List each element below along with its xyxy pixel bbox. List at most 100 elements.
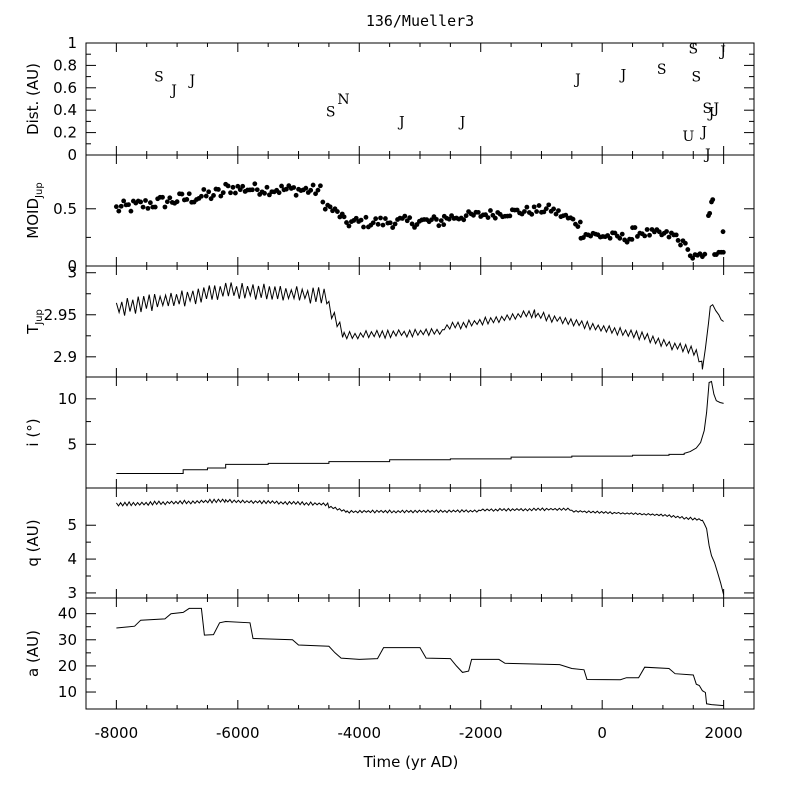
y-axis-title-a: a (AU) [24,630,42,677]
moid-point [276,190,282,196]
moid-point [522,209,527,214]
a-line [116,607,724,707]
x-tick-label: 2000 [705,724,743,742]
x-tick-label: -2000 [459,724,503,742]
moid-point [446,216,452,222]
encounter-label: J [458,114,466,130]
moid-point [218,193,224,199]
moid-point [361,224,366,230]
encounter-label: J [169,83,177,99]
moid-point [116,208,122,214]
moid-point [237,187,243,193]
y-tick-label-q: 3 [67,584,77,602]
moid-point [121,198,127,204]
x-axis: -8000 -6000 -4000 -2000 0 2000 [95,724,743,742]
moid-point [291,185,297,190]
y-axis-title-q: q (AU) [24,519,42,566]
moid-point [174,199,180,205]
moid-point [315,187,321,193]
moid-point [463,213,469,219]
moid-point [682,240,688,246]
moid-point [313,191,318,197]
moid-point [529,211,535,217]
encounter-label: J [718,44,726,60]
moid-point [341,214,347,220]
moid-point [358,217,364,223]
moid-point [553,211,559,217]
moid-point [666,234,672,240]
encounter-label: S [702,101,712,117]
moid-point [235,183,241,189]
encounter-label: S [688,42,698,58]
encounter-label: N [337,92,349,108]
moid-point [320,199,326,205]
encounter-label: J [712,101,720,117]
moid-point [118,203,124,209]
encounter-label: J [397,114,405,130]
y-tick-label-a: 30 [58,631,77,649]
moid-point [642,233,648,239]
y-tick-label-moid: 0.5 [53,200,77,218]
moid-point [632,225,638,230]
y-tick-label-tjup: 2.95 [44,306,77,324]
moid-point [128,208,134,214]
moid-point [475,209,481,215]
moid-point [433,216,439,222]
moid-point [284,186,289,192]
y-tick-label-moid: 0 [67,257,77,275]
moid-point [346,223,352,229]
moid-point [249,187,255,193]
moid-point [353,215,359,221]
moid-point [436,223,442,229]
moid-point [570,216,576,222]
y-axis-title-sub-moid: Jup [34,182,45,199]
moid-point [675,238,681,243]
y-tick-label-a: 20 [58,657,77,675]
moid-point [254,187,260,193]
moid-point [198,193,204,199]
moid-point [702,251,708,257]
moid-point [184,197,190,202]
tjup-line [115,282,724,370]
moid-point [507,213,513,219]
moid-point [327,204,333,210]
moid-point [225,183,231,189]
q-line [115,498,725,595]
y-tick-label-a: 10 [58,683,77,701]
moid-point [164,199,170,205]
moid-point [215,187,221,192]
y-axis-title-sub-tjup: Jup [34,309,45,326]
moid-point [138,199,144,205]
moid-point [363,214,369,220]
y-tick-label-dist: 0.4 [53,101,77,119]
moid-point [635,234,640,239]
y-tick-label-dist: 0.6 [53,79,77,97]
moid-point [335,209,340,214]
encounter-label: J [573,72,581,88]
moid-point [228,190,233,196]
moid-point [441,222,447,228]
moid-point [262,190,267,196]
moid-point [387,220,393,226]
moid-point [220,190,226,196]
encounter-label: J [699,124,707,140]
y-tick-label-tjup: 3 [67,264,77,282]
y-tick-label-dist: 0.2 [53,124,77,142]
y-tick-label-dist: 0.8 [53,56,77,74]
moid-point [186,191,192,197]
moid-point [378,215,383,221]
moid-point [322,206,328,212]
moid-point [438,218,444,224]
moid-point [160,194,165,200]
moid-point [201,187,207,192]
encounter-label: S [657,62,667,78]
moid-point [524,204,530,210]
moid-point [264,184,270,190]
moid-point [206,189,212,195]
moid-point [370,220,376,226]
y-tick-label-a: 40 [58,605,77,623]
y-axis-title-incl: i (°) [24,418,42,446]
moid-point [126,202,131,208]
